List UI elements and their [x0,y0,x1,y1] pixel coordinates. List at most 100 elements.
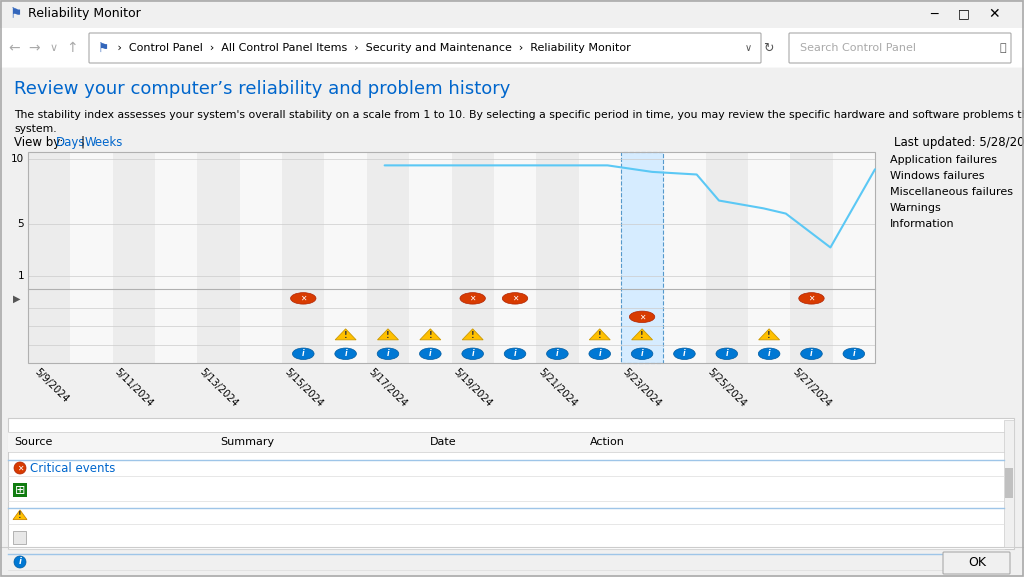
Ellipse shape [589,348,610,359]
Text: 5/19/2024: 5/19/2024 [452,367,494,409]
Text: The stability index assesses your system's overall stability on a scale from 1 t: The stability index assesses your system… [14,110,1024,120]
Text: Miscellaneous failures: Miscellaneous failures [890,187,1013,197]
Text: 🔍: 🔍 [999,43,1007,53]
Text: ↑: ↑ [67,41,78,55]
Text: i: i [853,349,855,358]
Ellipse shape [460,293,485,304]
Ellipse shape [799,293,824,304]
Text: □: □ [958,8,970,21]
Text: ∨: ∨ [744,43,752,53]
Ellipse shape [14,462,26,474]
Ellipse shape [631,348,653,359]
Text: 5/15/2024: 5/15/2024 [282,367,325,409]
Text: !: ! [640,331,644,340]
Text: Hardware error: Hardware error [220,484,309,496]
Text: 5/13/2024: 5/13/2024 [198,367,240,409]
Polygon shape [632,329,652,340]
Text: i: i [429,349,432,358]
Polygon shape [759,329,779,340]
Ellipse shape [293,348,314,359]
Text: !: ! [18,511,22,520]
Text: ✕: ✕ [16,463,24,473]
Text: ⊞: ⊞ [14,484,26,496]
Text: Action: Action [590,437,625,447]
Ellipse shape [504,348,526,359]
Ellipse shape [630,311,654,323]
Bar [1004,420,1014,547]
Text: 5/9/2024: 5/9/2024 [33,367,71,405]
Ellipse shape [335,348,356,359]
Text: i: i [302,349,304,358]
Bar [706,152,748,363]
Text: 5/11/2024: 5/11/2024 [113,367,155,409]
Text: 5/17/2024: 5/17/2024 [367,367,410,409]
Polygon shape [13,510,27,520]
Text: 5/21/2024: 5/21/2024 [537,367,579,409]
Bar [240,152,282,363]
Text: i: i [471,349,474,358]
Text: !: ! [344,331,347,340]
Text: Source: Source [14,437,52,447]
Bar [0,547,1024,577]
Bar [367,152,410,363]
Text: 9MV0B5HZVK9Z·Microsoft.Gamin...: 9MV0B5HZVK9Z·Microsoft.Gamin... [32,531,240,545]
Text: system.: system. [14,124,56,134]
Text: 5: 5 [17,219,24,229]
Bar [113,152,155,363]
Text: View all problem reports: View all problem reports [165,556,309,569]
Ellipse shape [377,348,398,359]
Ellipse shape [462,348,483,359]
Text: View technical de...: View technical de... [590,531,706,545]
Text: Last updated: 5/28/2024 12:00 PM: Last updated: 5/28/2024 12:00 PM [894,136,1024,148]
Bar [833,152,874,363]
FancyBboxPatch shape [790,33,1011,63]
Text: Summary: Summary [220,437,274,447]
Text: Warnings: Warnings [30,509,85,523]
Text: ∧: ∧ [992,503,999,513]
Bar [8,432,1014,452]
Text: !: ! [428,331,432,340]
Text: !: ! [471,331,474,340]
Text: Critical events: Critical events [30,462,116,474]
Text: ›  Control Panel  ›  All Control Panel Items  ›  Security and Maintenance  ›  Re: › Control Panel › All Control Panel Item… [114,43,631,53]
Text: Windows: Windows [32,484,85,496]
Text: ✕: ✕ [988,7,999,21]
Text: ⚑: ⚑ [10,7,23,21]
Bar [579,152,621,363]
Bar [8,418,1014,549]
Text: Informational events (6): Informational events (6) [30,556,173,568]
Text: i: i [683,349,686,358]
Ellipse shape [716,348,737,359]
Bar [28,152,874,363]
Text: 5/23/2024: 5/23/2024 [621,367,664,409]
Text: 5/23/2024 6:17 PM: 5/23/2024 6:17 PM [430,531,542,545]
Text: !: ! [386,331,390,340]
Text: i: i [768,349,770,358]
Text: 🗎: 🗎 [14,556,22,569]
Text: ←: ← [8,41,19,55]
Text: i: i [556,349,559,358]
Ellipse shape [759,348,780,359]
Text: ✕: ✕ [512,294,518,303]
Text: Failed Windows Update: Failed Windows Update [220,531,357,545]
Bar [537,152,579,363]
Text: Reliability Monitor: Reliability Monitor [28,8,140,21]
Bar [791,152,833,363]
Bar [410,152,452,363]
Text: ✕: ✕ [300,294,306,303]
Text: Days: Days [56,136,85,148]
Bar [748,152,791,363]
Text: i: i [18,557,22,567]
Bar [282,152,325,363]
Text: OK: OK [968,556,986,569]
Text: i: i [387,349,389,358]
Ellipse shape [801,348,822,359]
Polygon shape [335,329,356,340]
Text: ▶: ▶ [13,293,20,304]
Text: ∧: ∧ [1006,419,1013,429]
Bar [13,483,27,497]
Text: ─: ─ [930,8,938,21]
Text: View by:: View by: [14,136,68,148]
Bar [621,152,664,363]
Text: i: i [598,349,601,358]
